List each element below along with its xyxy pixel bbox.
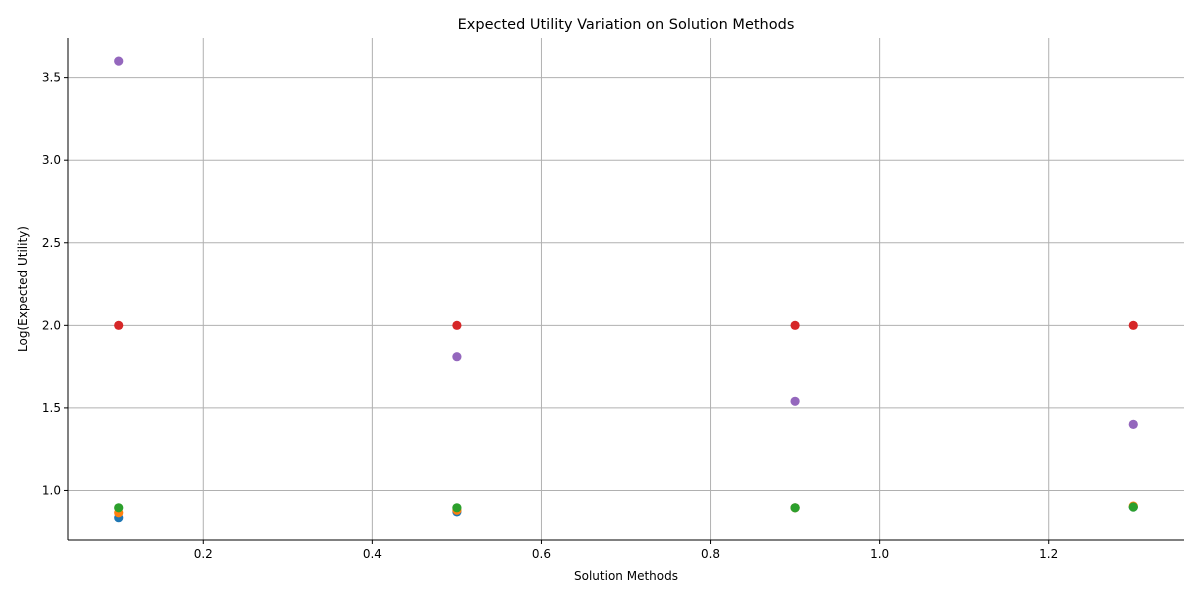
y-tick-label: 3.0 [42, 153, 61, 167]
y-axis-label: Log(Expected Utility) [16, 226, 30, 352]
scatter-point [114, 503, 124, 513]
scatter-point [790, 503, 800, 513]
x-tick-label: 0.6 [532, 547, 551, 561]
scatter-point [1128, 502, 1138, 512]
tick-labels: 0.2 0.4 0.6 0.8 1.0 1.2 1.0 1.5 2.0 2.5 3.0 3.5 [42, 71, 1058, 561]
scatter-point [452, 320, 462, 330]
x-tick-label: 0.8 [701, 547, 720, 561]
scatter-point [790, 320, 800, 330]
scatter-point [1128, 320, 1138, 330]
x-tick-label: 1.2 [1039, 547, 1058, 561]
x-axis-label: Solution Methods [574, 569, 678, 583]
x-tick-label: 1.0 [870, 547, 889, 561]
y-tick-label: 1.0 [42, 483, 61, 497]
x-tick-label: 0.4 [363, 547, 382, 561]
x-tick-label: 0.2 [194, 547, 213, 561]
y-tick-label: 1.5 [42, 401, 61, 415]
scatter-point [114, 320, 124, 330]
scatter-point [790, 396, 800, 406]
y-tick-label: 3.5 [42, 71, 61, 85]
axes [64, 38, 1184, 544]
grid [68, 38, 1184, 540]
scatter-point [1128, 419, 1138, 430]
y-tick-label: 2.5 [42, 236, 61, 250]
y-tick-label: 2.0 [42, 318, 61, 332]
scatter-point [452, 503, 462, 513]
chart-title: Expected Utility Variation on Solution M… [458, 17, 795, 33]
scatter-point [114, 56, 124, 66]
scatter-point [452, 352, 462, 362]
data-points [114, 56, 1138, 523]
